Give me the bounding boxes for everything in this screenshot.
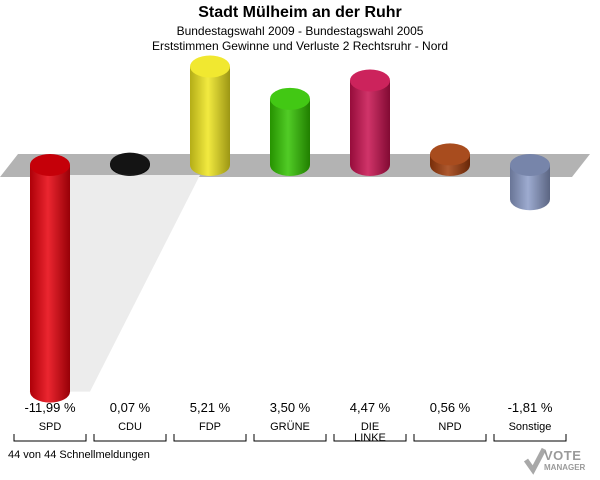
chart-title: Stadt Mülheim an der Ruhr xyxy=(198,4,402,21)
value-label: 3,50 % xyxy=(270,400,311,415)
category-bracket xyxy=(493,434,567,442)
logo-text-manager: MANAGER xyxy=(544,463,586,472)
chart-subtitle-2: Erststimmen Gewinne und Verluste 2 Recht… xyxy=(151,39,449,53)
category-label: NPD xyxy=(438,421,461,433)
category-bracket xyxy=(13,434,87,442)
category-label: GRÜNE xyxy=(270,421,310,433)
category-label: Sonstige xyxy=(509,421,552,433)
category-label: LINKE xyxy=(354,432,386,444)
category-bracket xyxy=(93,434,167,442)
category-bracket xyxy=(333,434,407,442)
category-bracket xyxy=(173,434,247,442)
category-label: CDU xyxy=(118,421,142,433)
checkmark-icon xyxy=(524,447,546,475)
bar-spd xyxy=(30,154,70,403)
bar-die-linke xyxy=(350,69,390,176)
bar-npd xyxy=(430,143,470,176)
footer-status: 44 von 44 Schnellmeldungen xyxy=(8,449,150,461)
category-bracket xyxy=(253,434,327,442)
value-label: 5,21 % xyxy=(190,400,231,415)
category-label: SPD xyxy=(39,421,62,433)
category-label: FDP xyxy=(199,421,221,433)
bar-cdu xyxy=(110,152,150,176)
value-label: -11,99 % xyxy=(24,400,76,415)
logo-text-vote: VOTE xyxy=(544,448,582,463)
value-label: 0,56 % xyxy=(430,400,471,415)
value-label: -1,81 % xyxy=(508,400,553,415)
category-bracket xyxy=(413,434,487,442)
bar-fdp xyxy=(190,55,230,176)
bar-shadow xyxy=(40,175,200,392)
value-label: 0,07 % xyxy=(110,400,151,415)
bar-sonstige xyxy=(510,154,550,211)
bar-gr-ne xyxy=(270,87,310,176)
value-label: 4,47 % xyxy=(350,400,391,415)
chart-subtitle: Bundestagswahl 2009 - Bundestagswahl 200… xyxy=(176,24,424,38)
vote-manager-logo: VOTE MANAGER xyxy=(524,444,600,480)
category-label: DIE xyxy=(361,421,379,433)
